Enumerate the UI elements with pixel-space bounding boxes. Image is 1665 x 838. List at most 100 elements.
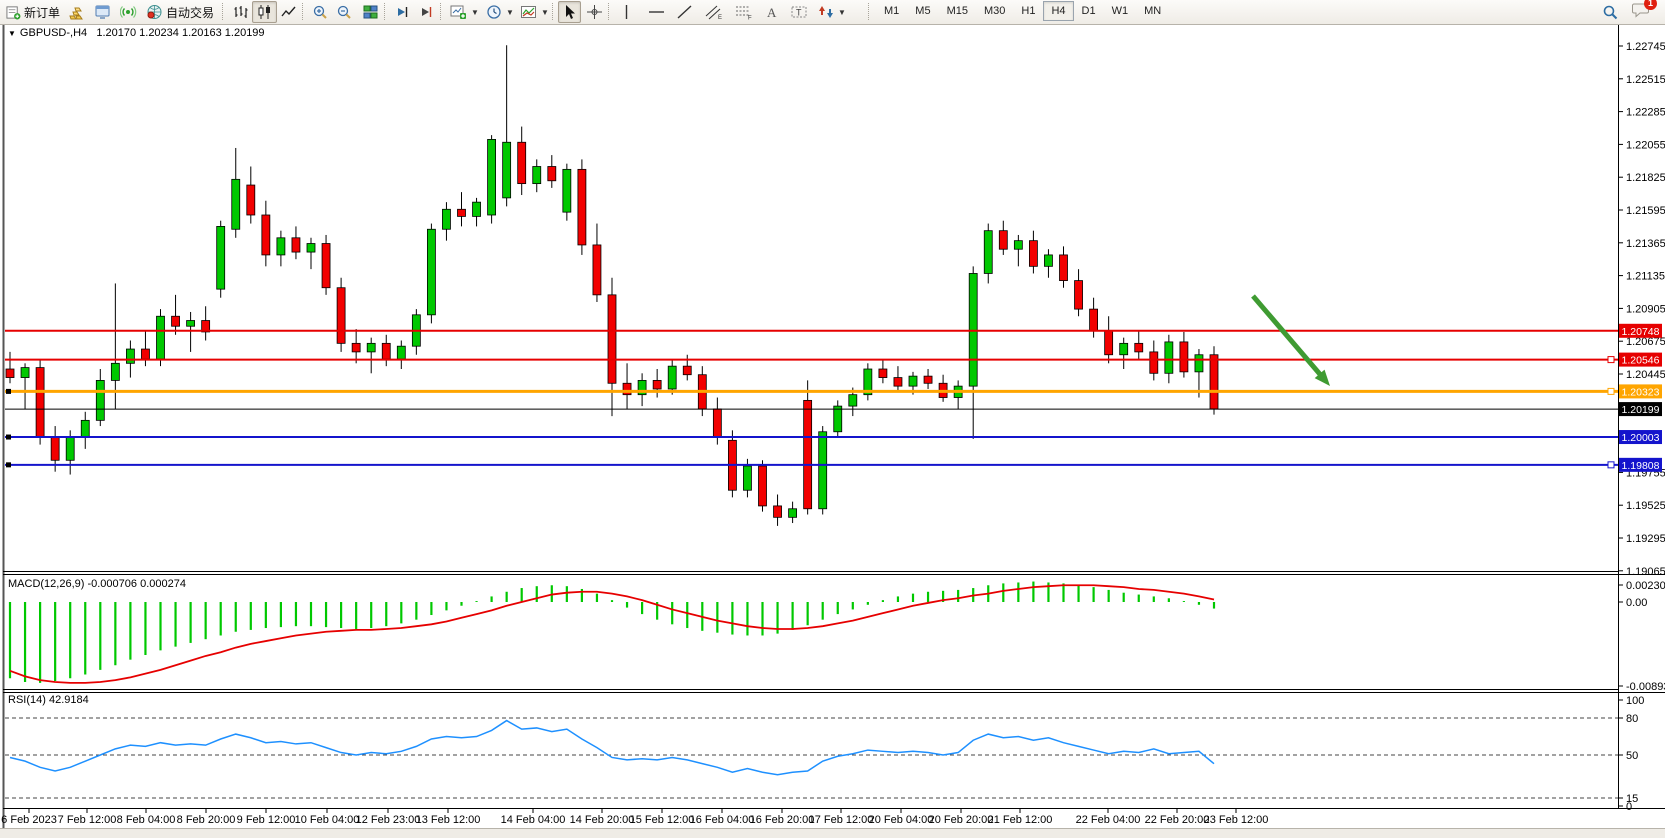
timeframe-button-h4[interactable]: H4 <box>1043 1 1074 21</box>
trendline-icon <box>677 5 692 19</box>
candle <box>276 237 286 256</box>
line-handle[interactable] <box>1607 461 1615 469</box>
chart-shift-button[interactable] <box>414 1 439 23</box>
candle <box>1194 354 1204 373</box>
algo-trading-label: 自动交易 <box>166 5 215 20</box>
timeframe-button-d1[interactable]: D1 <box>1081 5 1096 17</box>
line-handle[interactable] <box>6 434 11 440</box>
price-tick-label: 1.20905 <box>1626 303 1665 315</box>
tile-windows-icon <box>363 5 378 19</box>
candle <box>803 399 813 510</box>
timeframe-button-m15[interactable]: M15 <box>946 5 968 17</box>
candle <box>863 368 873 396</box>
candle <box>758 465 767 507</box>
fibonacci-button[interactable]: F <box>730 1 757 23</box>
price-level-label-box <box>1619 430 1662 445</box>
price-level-label-box <box>1619 384 1662 399</box>
search-button[interactable] <box>1598 1 1623 23</box>
candle <box>773 505 782 518</box>
tile-windows-button[interactable] <box>358 1 383 23</box>
crosshair-button[interactable] <box>582 1 607 23</box>
auto-scroll-button[interactable] <box>390 1 415 23</box>
macd-axis-label: 0.00 <box>1626 597 1647 609</box>
price-tick-label: 1.21135 <box>1626 271 1665 283</box>
chart-title[interactable]: ▼ GBPUSD-,H4 1.20170 1.20234 1.20163 1.2… <box>8 27 265 39</box>
price-axis[interactable]: 1.22745 1.22515 1.22285 1.22055 1.21825 1.215… <box>1618 41 1665 813</box>
bar-chart-button[interactable] <box>228 1 253 23</box>
time-tick-label: 8 Feb 20:00 <box>177 814 236 826</box>
candle <box>667 365 677 390</box>
zoom-in-button[interactable] <box>308 1 333 23</box>
price-tick-label: 1.19525 <box>1626 500 1665 512</box>
candle <box>1074 280 1083 310</box>
new-order-icon <box>6 5 21 19</box>
candle <box>547 166 557 182</box>
candle <box>743 465 752 491</box>
line-chart-button[interactable] <box>276 1 301 23</box>
price-level-label: 1.20199 <box>1622 404 1660 416</box>
candle <box>487 139 497 216</box>
terminal-button[interactable] <box>90 1 115 23</box>
candle <box>788 508 797 518</box>
price-level-label: 1.20546 <box>1622 355 1660 367</box>
timeframe-button-h1[interactable]: H1 <box>1021 5 1036 17</box>
candle <box>923 375 933 384</box>
timeframe-button-m30[interactable]: M30 <box>983 5 1006 17</box>
algo-trading-button[interactable]: 自动交易 <box>142 1 218 23</box>
new-chart-button[interactable]: ▼ <box>446 1 483 23</box>
svg-text:E: E <box>718 15 722 20</box>
zoom-out-button[interactable] <box>332 1 357 23</box>
rsi-axis-label: 15 <box>1626 793 1638 805</box>
horizontal-line-icon <box>649 11 664 13</box>
line-handle[interactable] <box>6 462 11 468</box>
trendline-button[interactable] <box>672 1 697 23</box>
text-button[interactable]: A <box>760 1 783 23</box>
price-tick-label: 1.21365 <box>1626 238 1665 250</box>
timeframe-button-m5[interactable]: M5 <box>915 5 931 17</box>
chat-button[interactable]: 1 <box>1628 0 1657 23</box>
time-tick-label: 20 Feb 04:00 <box>869 814 934 826</box>
svg-text:T: T <box>796 8 802 18</box>
line-handle[interactable] <box>1607 356 1615 364</box>
arrows-button[interactable]: ▼ <box>814 1 850 23</box>
cursor-button[interactable] <box>558 1 581 23</box>
price-tick-label: 1.22285 <box>1626 107 1665 119</box>
zoom-in-icon <box>313 5 327 19</box>
time-tick-label: 17 Feb 12:00 <box>809 814 874 826</box>
candle <box>502 141 512 199</box>
chart-title-text: GBPUSD-,H4 1.20170 1.20234 1.20163 1.201… <box>19 27 265 39</box>
candle <box>622 382 632 396</box>
timeframe-button-m1[interactable]: M1 <box>884 5 900 17</box>
candle <box>50 437 60 461</box>
price-level-lines[interactable] <box>5 329 1618 469</box>
period-button[interactable]: ▼ <box>482 1 518 23</box>
line-handle[interactable] <box>6 388 11 394</box>
timeframe-button-mn[interactable]: MN <box>1144 5 1162 17</box>
candlestick-chart-button[interactable] <box>252 1 277 23</box>
rsi-axis-label: 80 <box>1626 713 1638 725</box>
vertical-line-button[interactable] <box>616 1 637 23</box>
text-label-button[interactable]: T <box>786 1 812 23</box>
candle <box>110 362 120 381</box>
signals-button[interactable] <box>116 1 141 23</box>
rsi-panel <box>5 717 1618 799</box>
time-axis[interactable]: 6 Feb 2023 7 Feb 12:00 8 Feb 04:00 8 Feb 20… <box>1 809 1268 826</box>
trend-arrow[interactable] <box>1251 294 1330 386</box>
horizontal-line-button[interactable] <box>644 1 669 23</box>
depth-of-market-button[interactable] <box>64 1 89 23</box>
templates-button[interactable]: ▼ <box>516 1 553 23</box>
candle <box>607 294 617 384</box>
candle <box>1089 308 1098 331</box>
candle <box>246 184 256 216</box>
new-order-button[interactable]: 新订单 <box>2 1 64 23</box>
equidistant-channel-button[interactable]: E <box>700 1 727 23</box>
candle <box>472 201 481 217</box>
candle <box>848 394 858 407</box>
time-tick-label: 23 Feb 12:00 <box>1204 814 1269 826</box>
time-tick-label: 14 Feb 20:00 <box>570 814 635 826</box>
timeframe-button-w1[interactable]: W1 <box>1111 5 1129 17</box>
candle <box>562 168 572 213</box>
candle <box>532 166 542 185</box>
line-handle[interactable] <box>1607 387 1615 395</box>
